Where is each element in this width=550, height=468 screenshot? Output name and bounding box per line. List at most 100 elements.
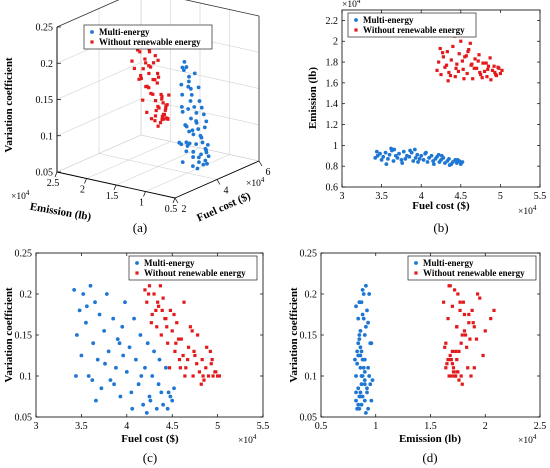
point-without-renewable <box>481 353 485 358</box>
point-without-renewable <box>466 366 470 370</box>
caption-d: (d) <box>422 450 437 465</box>
legend-marker-without-renewable <box>354 28 358 32</box>
point-multi-energy <box>447 163 452 168</box>
point-without-renewable <box>149 321 153 325</box>
point-without-renewable <box>458 300 462 304</box>
y-tick-label: 1.5 <box>106 191 119 202</box>
point-without-renewable <box>176 337 181 341</box>
point-multi-energy <box>360 312 365 317</box>
point-without-renewable <box>463 333 468 337</box>
y-tick-label: 0.1 <box>305 372 318 383</box>
point-multi-energy <box>191 149 196 154</box>
point-without-renewable <box>163 317 167 321</box>
point-multi-energy <box>355 361 360 366</box>
point-without-renewable <box>151 92 155 96</box>
point-multi-energy <box>362 370 367 374</box>
point-without-renewable <box>451 370 456 374</box>
point-multi-energy <box>355 349 360 354</box>
exponent-power: 4 <box>533 204 537 212</box>
point-without-renewable <box>150 312 154 317</box>
point-multi-energy <box>362 382 367 387</box>
caption-a: (a) <box>133 220 147 235</box>
point-without-renewable <box>451 44 455 49</box>
point-without-renewable <box>459 39 463 43</box>
point-multi-energy <box>407 154 412 159</box>
point-multi-energy <box>400 161 405 165</box>
point-multi-energy <box>165 406 170 411</box>
point-multi-energy <box>417 156 422 161</box>
point-without-renewable <box>447 284 451 288</box>
point-without-renewable <box>459 374 463 378</box>
point-multi-energy <box>133 357 138 362</box>
point-without-renewable <box>213 370 217 374</box>
point-multi-energy <box>184 149 189 154</box>
point-multi-energy <box>366 320 370 325</box>
point-multi-energy <box>90 378 95 382</box>
point-without-renewable <box>456 69 461 74</box>
point-multi-energy <box>188 86 193 91</box>
point-without-renewable <box>161 296 165 300</box>
point-multi-energy <box>378 151 382 156</box>
y-tick-label: 0.1 <box>20 372 33 383</box>
point-without-renewable <box>145 300 149 304</box>
point-multi-energy <box>204 119 209 124</box>
point-without-renewable <box>456 292 460 296</box>
point-multi-energy <box>159 390 164 395</box>
point-without-renewable <box>447 70 451 75</box>
point-without-renewable <box>489 78 493 82</box>
y-tick <box>172 197 176 204</box>
point-without-renewable <box>141 67 145 71</box>
point-multi-energy <box>88 283 93 288</box>
x-tick <box>258 160 263 167</box>
point-without-renewable <box>461 67 465 71</box>
x-tick-label: 2.5 <box>534 421 547 432</box>
y-axis-label: Variation coefficient <box>3 287 15 383</box>
point-multi-energy <box>359 300 364 305</box>
panel-b: 3 3.5 4 4.5 5 5.50.60.811.21.41.61.822.2×104×… <box>307 0 546 235</box>
point-multi-energy <box>120 324 125 329</box>
point-multi-energy <box>359 349 364 354</box>
point-multi-energy <box>124 370 129 374</box>
point-multi-energy <box>431 162 436 166</box>
point-without-renewable <box>173 349 177 353</box>
point-multi-energy <box>194 111 199 115</box>
x-tick-label: 0.5 <box>315 421 328 432</box>
point-multi-energy <box>81 292 86 296</box>
point-without-renewable <box>149 65 153 69</box>
legend-label-without-renewable: Without renewable energy <box>99 37 201 47</box>
point-multi-energy <box>111 316 116 321</box>
point-without-renewable <box>196 333 200 337</box>
point-multi-energy <box>355 406 360 411</box>
point-multi-energy <box>387 152 392 157</box>
point-multi-energy <box>189 92 194 97</box>
point-without-renewable <box>153 99 158 103</box>
exponent-power: 4 <box>261 176 265 184</box>
y-axis-label: Emission (lb) <box>307 67 319 129</box>
point-without-renewable <box>132 66 136 71</box>
point-without-renewable <box>160 117 164 122</box>
point-without-renewable <box>471 77 475 81</box>
point-multi-energy <box>187 129 192 134</box>
point-without-renewable <box>470 62 474 66</box>
point-multi-energy <box>439 153 444 158</box>
x-tick-label: 3.5 <box>375 191 388 202</box>
point-without-renewable <box>476 59 480 63</box>
point-without-renewable <box>202 378 206 382</box>
point-multi-energy <box>354 304 358 309</box>
point-multi-energy <box>168 394 173 399</box>
legend-marker-multi-energy <box>354 18 358 22</box>
point-without-renewable <box>452 288 457 292</box>
y-tick-label: 1.6 <box>326 78 339 89</box>
legend-marker-without-renewable <box>414 271 418 275</box>
point-without-renewable <box>205 345 209 349</box>
point-multi-energy <box>447 156 451 161</box>
point-multi-energy <box>199 105 204 110</box>
point-without-renewable <box>457 52 461 56</box>
x-exponent-label: ×104 <box>238 433 257 446</box>
point-without-renewable <box>156 58 160 62</box>
point-without-renewable <box>454 66 458 70</box>
point-without-renewable <box>450 349 454 353</box>
y-tick-label: 2 <box>80 185 85 196</box>
